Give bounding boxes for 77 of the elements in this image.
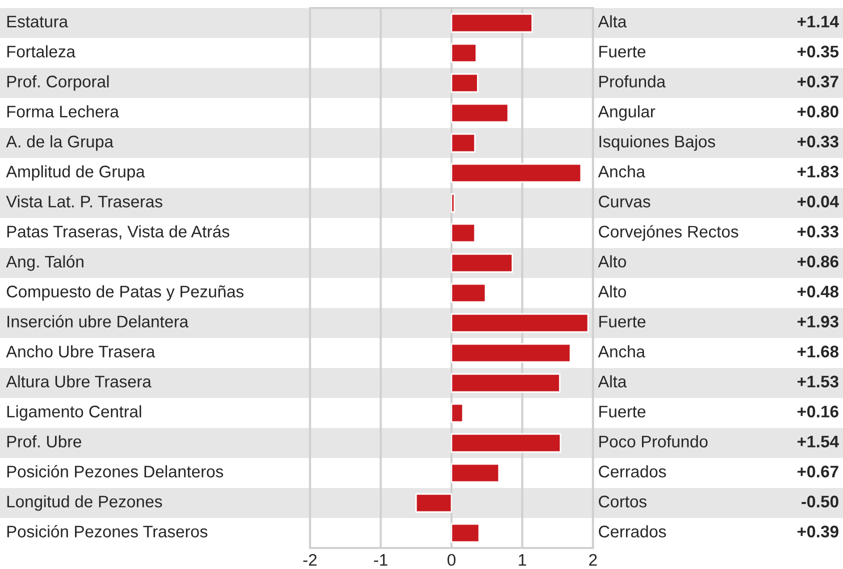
text: Fuerte (599, 316, 646, 328)
data-label: +1.83 (798, 166, 838, 178)
data-label: +0.33 (798, 226, 838, 238)
data-label: +0.86 (798, 256, 838, 268)
data-label: +1.93 (798, 316, 838, 328)
data-label: +0.80 (798, 106, 838, 118)
bar (450, 523, 480, 543)
data-label: +1.14 (798, 16, 839, 28)
y-tick-label: Ligamento Central (7, 405, 142, 421)
data-label: +0.48 (798, 286, 838, 298)
bar (450, 43, 477, 63)
text: Fuerte (599, 406, 646, 418)
bar (450, 313, 589, 333)
y-tick-label: Ancho Ubre Trasera (6, 345, 156, 358)
bar (450, 433, 562, 453)
y-tick-label: Compuesto de Patas y Pezuñas (6, 285, 244, 301)
text: Angular (598, 105, 656, 121)
data-label: +1.68 (798, 346, 838, 358)
y-tick-label: Ang. Talón (6, 255, 84, 271)
data-label: +0.04 (798, 196, 839, 208)
data-label: +0.16 (798, 406, 838, 418)
bar (450, 283, 486, 303)
bar (415, 493, 452, 513)
data-label: +0.33 (798, 136, 838, 148)
y-tick-label: Prof. Ubre (7, 435, 82, 448)
text: Corvejónes Rectos (598, 225, 738, 241)
bar (450, 223, 476, 243)
y-tick-label: Altura Ubre Trasera (6, 375, 152, 388)
y-tick-label: Vista Lat. P. Traseras (6, 195, 162, 208)
text: Alto (598, 255, 626, 268)
bar (450, 373, 560, 393)
text: Curvas (598, 196, 650, 208)
x-tick-label: -1 (374, 554, 388, 566)
bar (450, 463, 500, 483)
bar (450, 253, 514, 273)
bar (450, 403, 464, 423)
y-tick-label: Inserción ubre Delantera (8, 315, 189, 328)
data-label: +0.35 (798, 46, 839, 58)
bar (450, 103, 509, 123)
bar (450, 343, 572, 363)
text: Alta (598, 15, 627, 28)
y-tick-label: Prof. Corporal (7, 75, 109, 91)
data-label: -0.50 (802, 496, 838, 508)
y-tick-label: Amplitud de Grupa (6, 165, 145, 181)
bar (450, 133, 476, 153)
text: Alta (598, 375, 627, 388)
text: Cortos (598, 496, 646, 508)
text: Cerrados (598, 465, 666, 478)
y-tick-label: Estatura (7, 16, 68, 28)
x-tick-label: 1 (518, 554, 526, 566)
x-tick-label: -2 (303, 554, 317, 566)
x-tick-label: 0 (448, 554, 456, 566)
y-tick-label: Patas Traseras, Vista de Atrás (7, 225, 230, 240)
text: Ancha (598, 345, 646, 358)
text: Fuerte (599, 46, 646, 58)
text: Isquiones Bajos (600, 135, 716, 151)
x-tick-label: 2 (589, 554, 597, 566)
y-tick-label: Fortaleza (7, 45, 76, 58)
y-tick-label: Longitud de Pezones (7, 495, 162, 511)
data-label: +0.37 (798, 76, 838, 88)
data-label: +0.39 (798, 526, 838, 538)
text: Poco Profundo (599, 435, 708, 448)
data-label: +0.67 (798, 466, 838, 478)
data-label: +1.53 (798, 376, 838, 388)
y-tick-label: A. de la Grupa (6, 135, 114, 151)
text: Ancha (598, 165, 646, 178)
y-tick-label: Posición Pezones Delanteros (7, 465, 224, 478)
text: Cerrados (598, 525, 666, 538)
bar (450, 163, 582, 183)
data-label: +1.54 (798, 436, 839, 448)
y-tick-label: Forma Lechera (7, 105, 120, 118)
bar (450, 73, 478, 93)
y-tick-label: Posición Pezones Traseros (7, 525, 208, 538)
bar (450, 13, 533, 33)
text: Alto (598, 285, 626, 298)
bar (450, 193, 456, 213)
text: Profunda (599, 75, 666, 88)
